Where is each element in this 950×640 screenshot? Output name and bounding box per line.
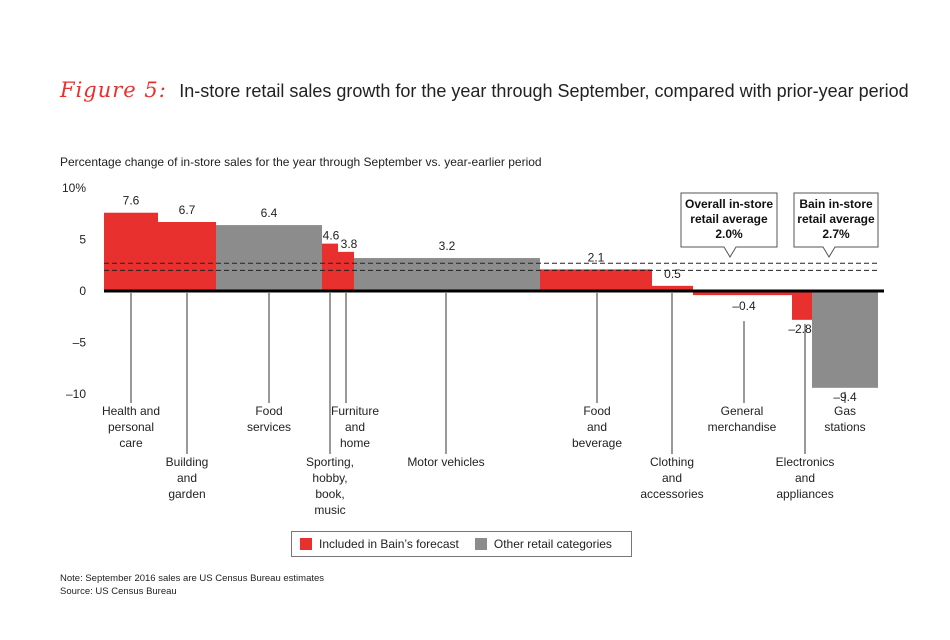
y-tick-label: 0	[79, 284, 86, 298]
bar-food-and-beverage	[540, 269, 652, 291]
callout-label-line: retail average	[797, 212, 875, 226]
category-label-food-and-beverage: Food and beverage	[572, 404, 622, 450]
legend-label-other: Other retail categories	[493, 537, 612, 551]
legend-item-other: Other retail categories	[474, 537, 612, 551]
category-label-gas-stations: Gas stations	[824, 404, 865, 434]
chart-note: Note: September 2016 sales are US Census…	[60, 573, 325, 584]
category-label-line: Furniture	[331, 404, 379, 418]
category-label-line: Building	[166, 455, 209, 469]
bar-electronics-and-appliances	[792, 291, 812, 320]
bar-health-and-personal-care	[104, 212, 158, 291]
callout-label-line: retail average	[690, 212, 768, 226]
category-label-line: merchandise	[708, 420, 777, 434]
callout-label-line: 2.7%	[822, 227, 850, 241]
category-label-line: music	[314, 503, 345, 517]
value-label-motor-vehicles: 3.2	[439, 239, 456, 253]
legend-label-forecast: Included in Bain’s forecast	[319, 537, 459, 551]
legend-item-forecast: Included in Bain’s forecast	[300, 537, 459, 551]
category-label-line: hobby,	[312, 471, 347, 485]
legend: Included in Bain’s forecast Other retail…	[291, 531, 632, 557]
callout-label-line: Bain in-store	[799, 197, 873, 211]
y-tick-label: –10	[66, 387, 86, 401]
category-label-electronics-and-appliances: Electronics and appliances	[776, 455, 835, 501]
figure-title-text: In-store retail sales growth for the yea…	[179, 81, 909, 101]
category-label-line: Sporting,	[306, 455, 354, 469]
category-label-line: home	[340, 436, 370, 450]
category-label-line: book,	[315, 487, 344, 501]
value-label-building-and-garden: 6.7	[179, 203, 196, 217]
figure-title: Figure 5: In-store retail sales growth f…	[60, 78, 909, 102]
callout-box-overall	[680, 192, 778, 258]
value-label-food-and-beverage: 2.1	[588, 250, 605, 264]
category-label-line: Electronics	[776, 455, 835, 469]
category-label-line: and	[345, 420, 365, 434]
category-label-line: Clothing	[650, 455, 694, 469]
category-label-motor-vehicles: Motor vehicles	[407, 455, 484, 469]
value-label-furniture-and-home: 3.8	[341, 237, 358, 251]
category-label-line: care	[119, 436, 143, 450]
category-label-line: garden	[168, 487, 205, 501]
bar-building-and-garden	[158, 221, 216, 291]
bar-clothing-and-accessories	[652, 285, 693, 291]
value-label-food-services: 6.4	[261, 206, 278, 220]
category-label-building-and-garden: Building and garden	[166, 455, 209, 501]
category-label-sporting-hobby-book-music: Sporting, hobby, book, music	[306, 455, 354, 517]
y-tick-label: 10%	[62, 181, 86, 195]
category-label-line: and	[177, 471, 197, 485]
category-label-line: beverage	[572, 436, 622, 450]
callout-label-overall: Overall in-store retail average 2.0%	[685, 197, 773, 241]
bar-furniture-and-home	[338, 251, 354, 291]
category-label-clothing-and-accessories: Clothing and accessories	[640, 455, 703, 501]
category-label-line: services	[247, 420, 291, 434]
category-label-line: and	[662, 471, 682, 485]
category-label-line: Food	[255, 404, 282, 418]
category-label-line: General	[721, 404, 764, 418]
y-tick-label: –5	[73, 336, 87, 350]
y-tick-label: 5	[79, 233, 86, 247]
bar-gas-stations	[812, 291, 878, 388]
category-label-furniture-and-home: Furniture and home	[331, 404, 379, 450]
category-label-line: Food	[583, 404, 610, 418]
category-label-line: and	[587, 420, 607, 434]
category-label-line: personal	[108, 420, 154, 434]
category-label-line: stations	[824, 420, 865, 434]
bar-sporting-hobby-book-music	[322, 243, 338, 291]
category-label-general-merchandise: General merchandise	[708, 404, 777, 434]
callout-label-bain: Bain in-store retail average 2.7%	[797, 197, 875, 241]
category-label-line: accessories	[640, 487, 703, 501]
value-label-general-merchandise: –0.4	[732, 299, 756, 313]
value-label-electronics-and-appliances: –2.8	[788, 322, 812, 336]
legend-swatch-forecast	[300, 538, 312, 550]
category-label-health-and-personal-care: Health and personal care	[102, 404, 160, 450]
callout-label-line: 2.0%	[715, 227, 743, 241]
bar-food-services	[216, 225, 322, 291]
value-label-clothing-and-accessories: 0.5	[664, 267, 681, 281]
bar-general-merchandise	[693, 291, 792, 296]
value-label-health-and-personal-care: 7.6	[123, 194, 140, 208]
category-label-line: Gas	[834, 404, 856, 418]
category-label-line: Health and	[102, 404, 160, 418]
category-label-line: and	[795, 471, 815, 485]
callout-box-bain	[793, 192, 879, 258]
callout-label-line: Overall in-store	[685, 197, 773, 211]
chart-source: Source: US Census Bureau	[60, 586, 177, 597]
value-label-sporting-hobby-book-music: 4.6	[323, 229, 340, 243]
category-label-line: Motor vehicles	[407, 455, 484, 469]
category-label-line: appliances	[776, 487, 833, 501]
chart-subtitle: Percentage change of in-store sales for …	[60, 155, 542, 169]
category-label-food-services: Food services	[247, 404, 291, 434]
legend-swatch-other	[474, 538, 487, 550]
figure-label: Figure 5:	[60, 78, 167, 102]
